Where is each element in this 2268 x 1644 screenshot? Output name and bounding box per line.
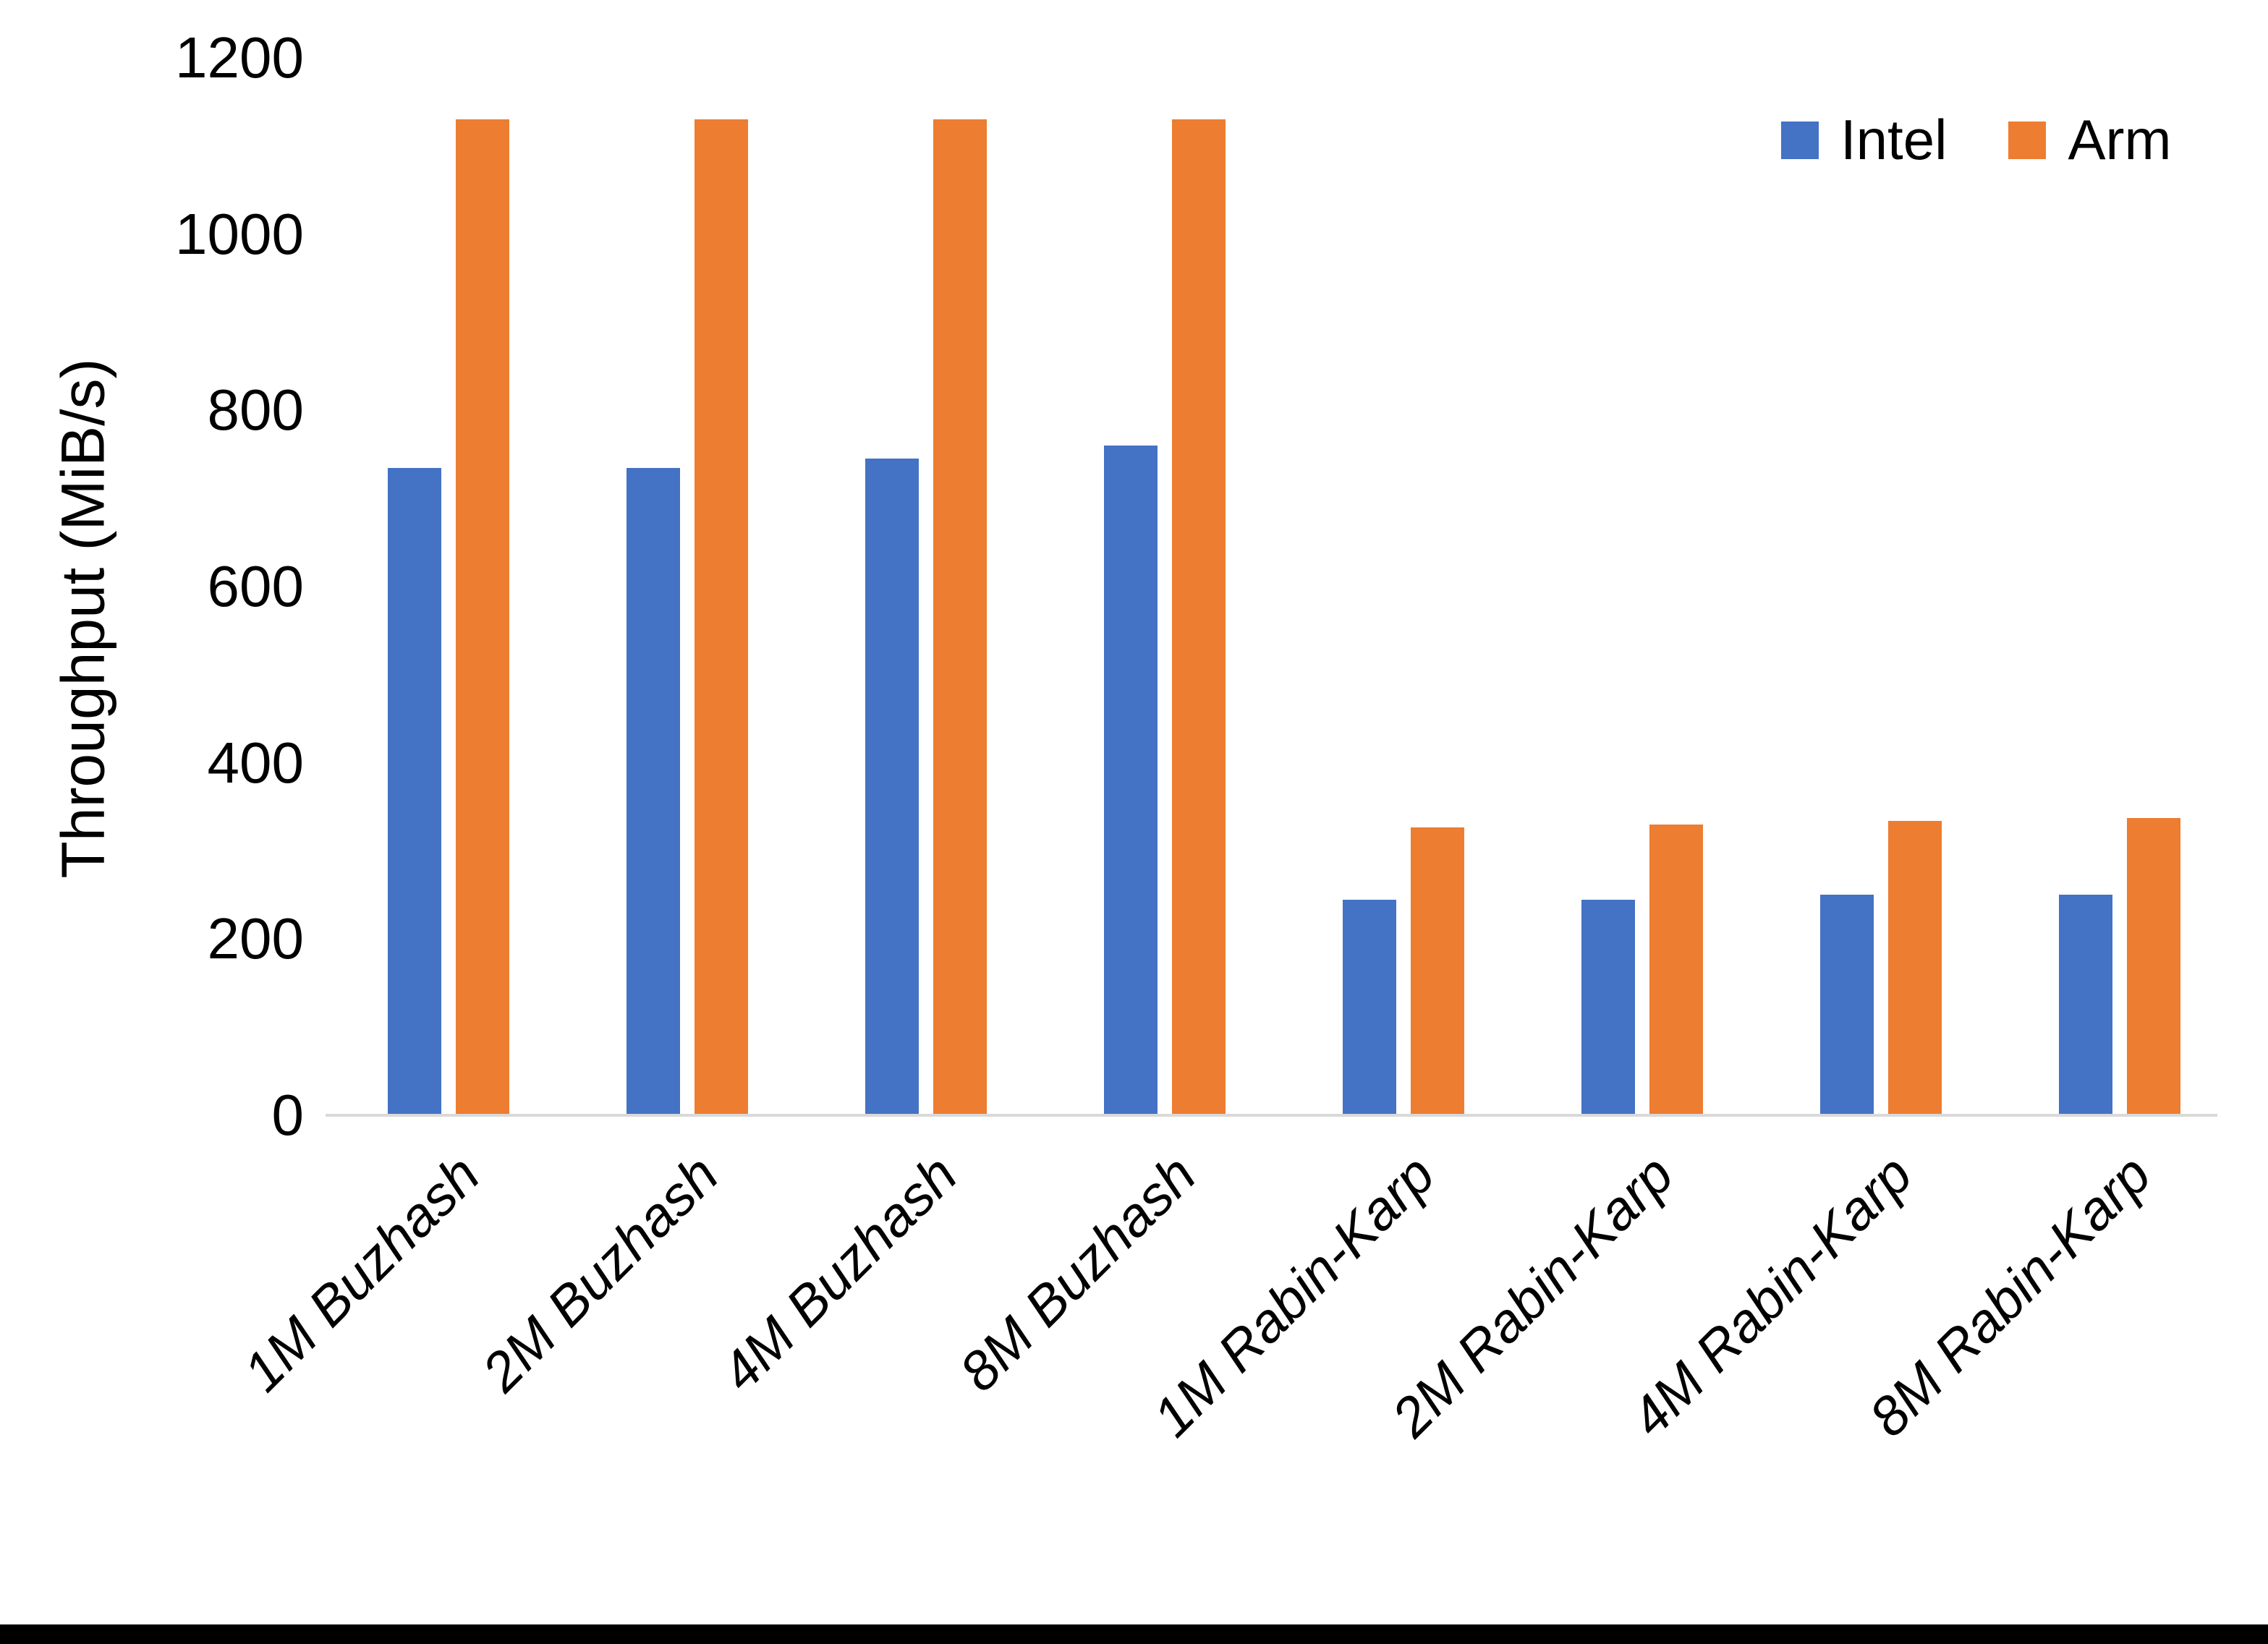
legend-item-intel: Intel — [1781, 107, 1947, 173]
bar-group-4m-buzhash — [807, 58, 1045, 1115]
bar-group-1m-rabin-karp — [1284, 58, 1523, 1115]
x-category-label-8m-buzhash: 8M Buzhash — [948, 1143, 1208, 1404]
bar-intel-2m-buzhash — [627, 467, 680, 1115]
bar-intel-4m-buzhash — [865, 459, 919, 1115]
bar-arm-4m-rabin-karp — [1888, 821, 1942, 1115]
bar-intel-4m-rabin-karp — [1820, 895, 1874, 1115]
bar-intel-8m-buzhash — [1104, 446, 1158, 1115]
bars — [329, 58, 2239, 1115]
y-tick-label-1200: 1200 — [175, 25, 304, 90]
legend-label-intel: Intel — [1840, 108, 1948, 171]
y-tick-label-1000: 1000 — [175, 201, 304, 266]
plot-area — [326, 58, 2239, 1117]
bar-group-1m-buzhash — [329, 58, 568, 1115]
bar-intel-8m-rabin-karp — [2059, 895, 2112, 1115]
bar-group-8m-rabin-karp — [2000, 58, 2239, 1115]
y-axis-tick-labels: 0 200 400 600 800 1000 1200 — [0, 29, 311, 1144]
bar-group-2m-rabin-karp — [1523, 58, 1762, 1115]
legend-swatch-arm — [2008, 121, 2047, 159]
bar-intel-2m-rabin-karp — [1581, 899, 1635, 1115]
legend-item-arm: Arm — [2008, 107, 2171, 173]
bar-arm-8m-buzhash — [1172, 119, 1226, 1115]
bar-arm-8m-rabin-karp — [2127, 818, 2180, 1115]
y-tick-label-200: 200 — [207, 906, 304, 971]
x-category-label-2m-buzhash: 2M Buzhash — [470, 1143, 731, 1404]
bar-arm-1m-buzhash — [456, 119, 509, 1115]
x-axis-line — [326, 1114, 2217, 1117]
bar-group-2m-buzhash — [568, 58, 807, 1115]
y-tick-label-400: 400 — [207, 730, 304, 795]
bar-group-8m-buzhash — [1045, 58, 1284, 1115]
legend-label-arm: Arm — [2068, 108, 2172, 171]
legend-swatch-intel — [1781, 121, 1819, 159]
bar-intel-1m-rabin-karp — [1343, 899, 1396, 1115]
x-category-label-4m-buzhash: 4M Buzhash — [709, 1143, 969, 1404]
y-tick-label-0: 0 — [271, 1083, 305, 1147]
bar-arm-1m-rabin-karp — [1411, 827, 1464, 1115]
bottom-border — [0, 1624, 2268, 1644]
bar-group-4m-rabin-karp — [1762, 58, 2000, 1115]
y-tick-label-800: 800 — [207, 378, 304, 443]
y-tick-label-600: 600 — [207, 554, 304, 618]
legend: Intel Arm — [1781, 107, 2171, 173]
bar-intel-1m-buzhash — [388, 467, 441, 1115]
x-category-label-1m-buzhash: 1M Buzhash — [232, 1143, 492, 1404]
bar-arm-2m-buzhash — [695, 119, 748, 1115]
bar-arm-4m-buzhash — [933, 119, 987, 1115]
bar-arm-2m-rabin-karp — [1649, 824, 1703, 1115]
